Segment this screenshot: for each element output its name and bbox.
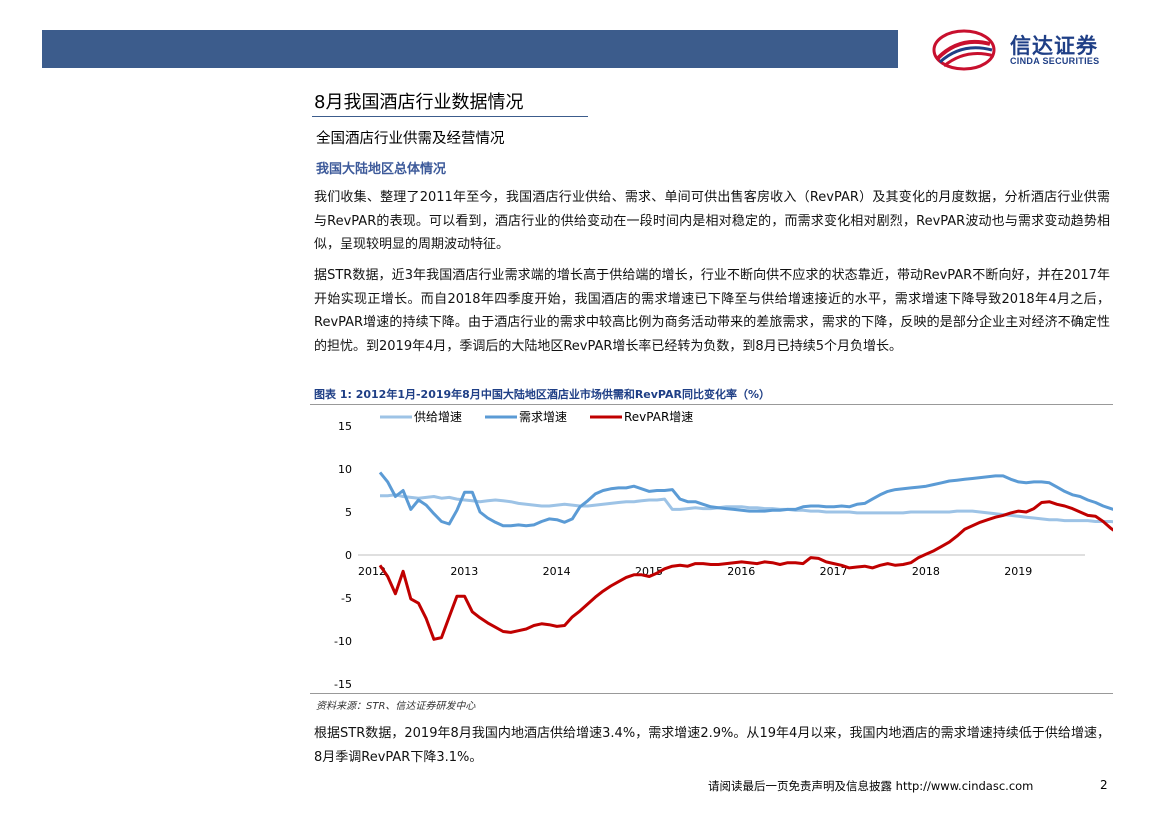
chart-series xyxy=(378,471,1169,641)
legend-label: 需求增速 xyxy=(519,410,567,424)
paragraph-2: 据STR数据，近3年我国酒店行业需求端的增长高于供给端的增长，行业不断向供不应求… xyxy=(314,268,1110,354)
subsection-title: 全国酒店行业供需及经营情况 xyxy=(316,131,505,147)
paragraph-1: 我们收集、整理了2011年至今，我国酒店行业供给、需求、单间可供出售客房收入（R… xyxy=(314,190,1110,252)
series-line-3 xyxy=(378,500,1169,641)
header-bar xyxy=(42,30,898,68)
logo-english-name: CINDA SECURITIES xyxy=(1010,56,1100,66)
y-tick-label: 15 xyxy=(338,420,352,433)
cinda-logo-icon xyxy=(932,29,996,71)
series-line-2 xyxy=(378,471,1169,528)
section-title-underline xyxy=(312,116,588,117)
x-tick-label: 2016 xyxy=(727,565,755,578)
section-title: 8月我国酒店行业数据情况 xyxy=(314,92,524,113)
y-tick-label: 5 xyxy=(345,506,352,519)
x-tick-label: 2014 xyxy=(543,565,571,578)
paragraph-3: 根据STR数据，2019年8月我国内地酒店供给增速3.4%，需求增速2.9%。从… xyxy=(314,726,1110,765)
chart-svg: 供给增速 需求增速 RevPAR增速 15 10 5 0 -5 -10 -15 2012 2013… xyxy=(334,410,1169,691)
cinda-logo: 信达证券 CINDA SECURITIES xyxy=(930,28,1130,72)
y-tick-label: 0 xyxy=(345,549,352,562)
x-tick-label: 2012 xyxy=(358,565,386,578)
chart-legend: 供给增速 需求增速 RevPAR增速 xyxy=(380,410,693,424)
page-number: 2 xyxy=(1100,778,1108,792)
y-tick-label: -5 xyxy=(341,592,352,605)
logo-chinese-name: 信达证券 xyxy=(1010,34,1098,58)
x-axis: 2012 2013 2014 2015 2016 2017 2018 2019 xyxy=(358,554,1085,578)
figure-title: 图表 1: 2012年1月-2019年8月中国大陆地区酒店业市场供需和RevPA… xyxy=(314,388,770,401)
x-tick-label: 2018 xyxy=(912,565,940,578)
legend-label: 供给增速 xyxy=(414,410,462,424)
y-tick-label: -10 xyxy=(334,635,352,648)
chart: 供给增速 需求增速 RevPAR增速 15 10 5 0 -5 -10 -15 2012 2013… xyxy=(310,404,1169,692)
footer-disclaimer: 请阅读最后一页免责声明及信息披露 http://www.cindasc.com xyxy=(708,779,1034,793)
x-tick-label: 2013 xyxy=(450,565,478,578)
x-tick-label: 2017 xyxy=(820,565,848,578)
figure-top-rule xyxy=(310,404,1113,405)
sub-subsection-title: 我国大陆地区总体情况 xyxy=(316,162,447,177)
y-tick-label: -15 xyxy=(334,678,352,691)
y-tick-label: 10 xyxy=(338,463,352,476)
series-line-1 xyxy=(380,493,1169,526)
y-axis: 15 10 5 0 -5 -10 -15 xyxy=(334,420,352,691)
x-tick-label: 2019 xyxy=(1004,565,1032,578)
legend-label: RevPAR增速 xyxy=(624,410,693,424)
figure-bottom-rule xyxy=(310,693,1113,694)
chart-source: 资料来源：STR、信达证券研发中心 xyxy=(316,701,476,712)
